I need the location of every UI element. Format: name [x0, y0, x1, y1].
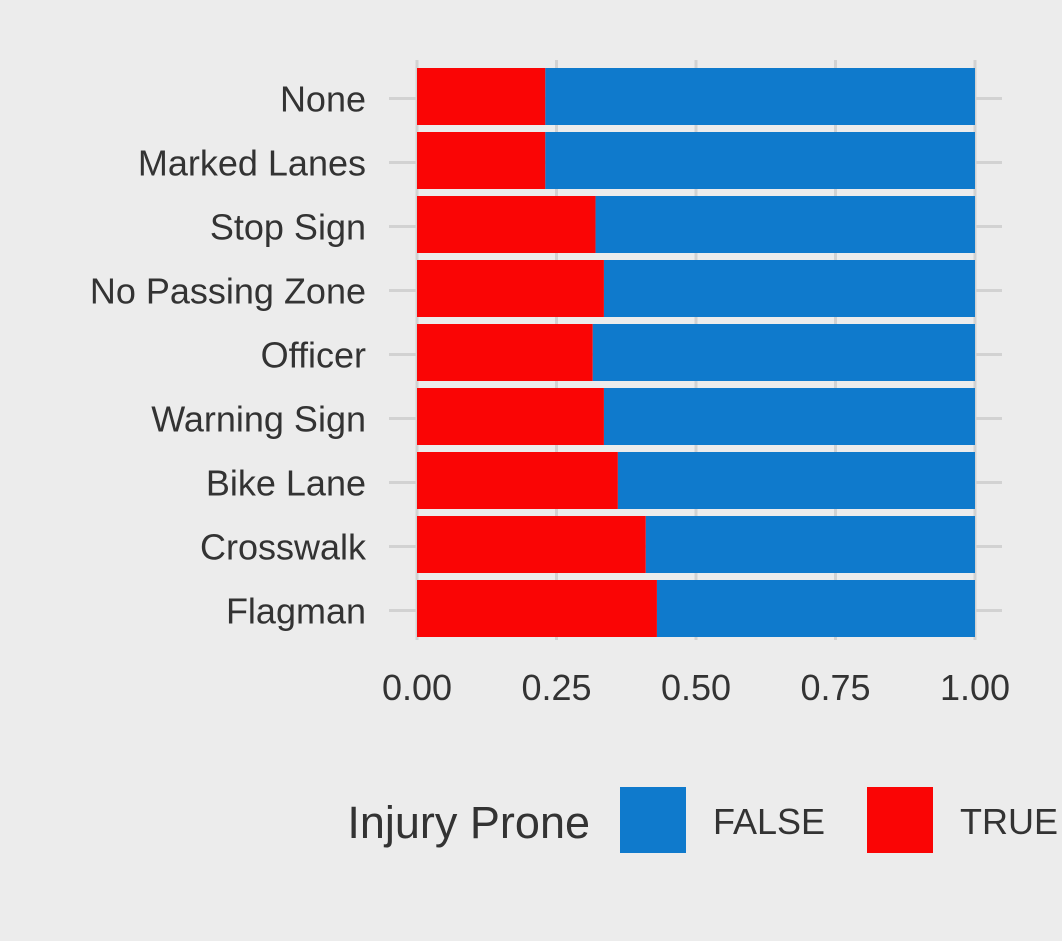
y-tick-label: None [280, 79, 366, 120]
bar-segment-true [417, 388, 604, 445]
x-tick-label: 0.50 [661, 667, 731, 708]
x-tick-labels: 0.00 0.25 0.50 0.75 1.00 [382, 667, 1010, 708]
bar-segment-false [595, 196, 975, 253]
y-tick-labels: None Marked Lanes Stop Sign No Passing Zone… [90, 79, 367, 632]
bar-segment-true [417, 580, 657, 637]
y-tick-label: Bike Lane [206, 463, 366, 504]
legend-label-true: TRUE [960, 801, 1058, 842]
bar-segment-false [545, 68, 975, 125]
y-tick-label: No Passing Zone [90, 271, 366, 312]
legend-key-false [620, 787, 686, 853]
legend: Injury Prone FALSE TRUE [347, 787, 1058, 853]
bars [417, 68, 975, 637]
bar-segment-false [603, 260, 975, 317]
y-tick-label: Marked Lanes [138, 143, 366, 184]
bar-segment-false [617, 452, 975, 509]
legend-key-true [867, 787, 933, 853]
bar-segment-false [645, 516, 975, 573]
y-tick-label: Crosswalk [200, 527, 367, 568]
legend-label-false: FALSE [713, 801, 825, 842]
bar-segment-false [603, 388, 975, 445]
y-tick-label: Warning Sign [151, 399, 366, 440]
bar-segment-true [417, 324, 593, 381]
legend-title: Injury Prone [347, 797, 590, 848]
bar-segment-false [656, 580, 975, 637]
y-tick-label: Officer [261, 335, 366, 376]
bar-segment-false [545, 132, 975, 189]
y-tick-label: Stop Sign [210, 207, 366, 248]
x-tick-label: 0.00 [382, 667, 452, 708]
bar-segment-false [592, 324, 975, 381]
bar-segment-true [417, 196, 596, 253]
bar-segment-true [417, 452, 618, 509]
x-tick-label: 0.25 [521, 667, 591, 708]
bar-segment-true [417, 68, 546, 125]
bar-segment-true [417, 132, 546, 189]
bar-segment-true [417, 516, 646, 573]
y-tick-label: Flagman [226, 591, 366, 632]
bar-segment-true [417, 260, 604, 317]
x-tick-label: 1.00 [940, 667, 1010, 708]
x-tick-label: 0.75 [800, 667, 870, 708]
